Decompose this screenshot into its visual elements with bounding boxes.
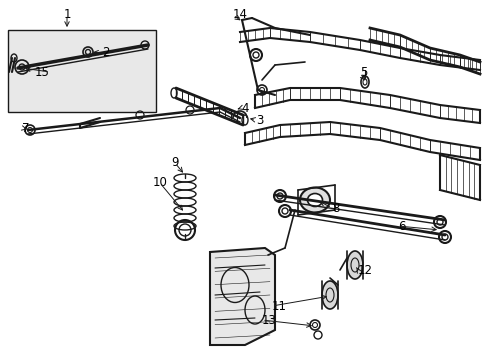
Ellipse shape xyxy=(299,188,329,212)
Polygon shape xyxy=(209,248,274,345)
Text: 10: 10 xyxy=(152,176,167,189)
Text: 9: 9 xyxy=(171,157,179,170)
Ellipse shape xyxy=(346,251,362,279)
Text: 13: 13 xyxy=(262,314,276,327)
Text: 8: 8 xyxy=(331,202,339,215)
Text: 3: 3 xyxy=(256,113,263,126)
Text: 5: 5 xyxy=(359,67,366,80)
Text: 15: 15 xyxy=(35,66,50,78)
Text: 4: 4 xyxy=(241,102,248,114)
Ellipse shape xyxy=(321,281,337,309)
Text: 1: 1 xyxy=(63,9,71,22)
Bar xyxy=(8,30,156,112)
Text: 7: 7 xyxy=(22,122,29,135)
Text: 14: 14 xyxy=(232,9,247,22)
Text: 2: 2 xyxy=(102,46,109,59)
Text: 6: 6 xyxy=(397,220,405,233)
Text: 12: 12 xyxy=(357,264,372,276)
Text: 11: 11 xyxy=(271,300,286,312)
Ellipse shape xyxy=(307,194,322,207)
